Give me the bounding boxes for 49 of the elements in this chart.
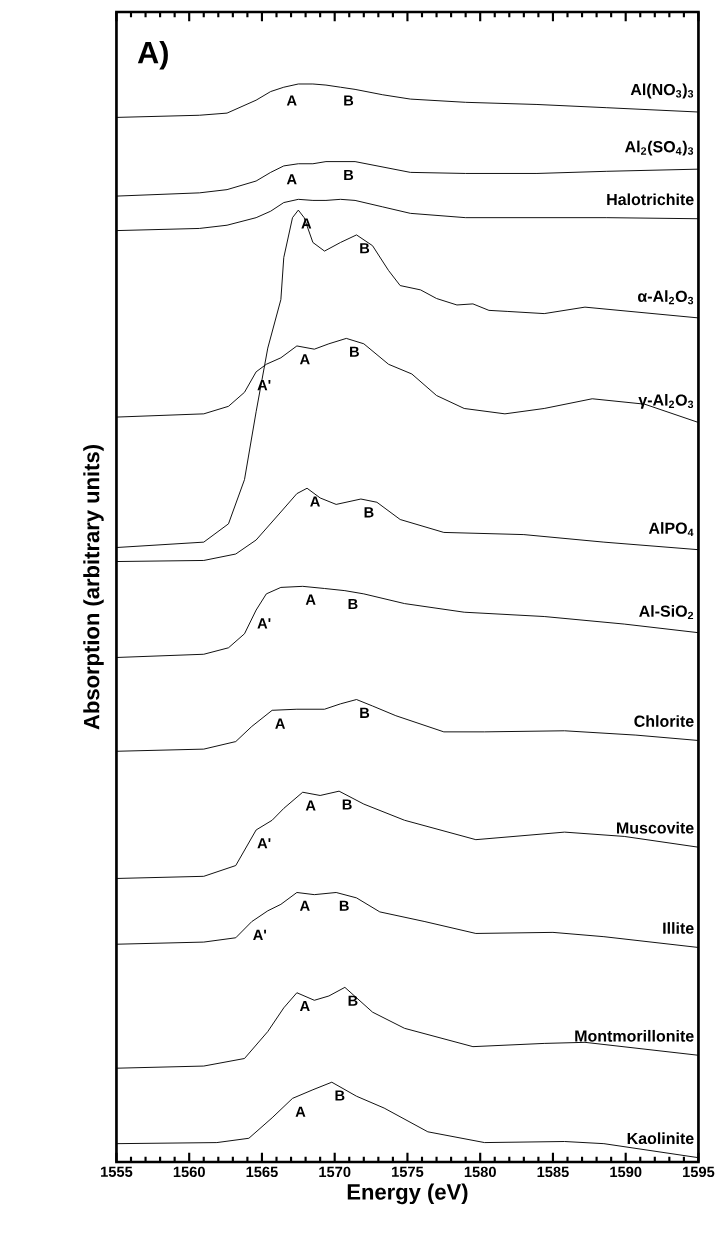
annotation: B	[359, 243, 369, 254]
annotation: B	[343, 95, 353, 106]
annotation: A	[305, 800, 316, 811]
x-tick-label: 1565	[246, 1166, 278, 1178]
x-tick-label: 1575	[391, 1166, 424, 1177]
series-label: Montmorillonite	[575, 1029, 694, 1042]
x-tick-label: 1585	[537, 1166, 569, 1178]
series-label: α-Al$_{2}$O$_{3}$	[637, 290, 693, 305]
annotation: B	[359, 707, 369, 718]
y-axis-title: Absorption (arbitrary units)	[83, 445, 104, 730]
annotation: A	[309, 496, 320, 507]
series-label: γ-Al$_{2}$O$_{3}$	[638, 393, 693, 409]
annotation: B	[349, 346, 359, 357]
series-label: Illite	[663, 922, 694, 934]
series-label: Chlorite	[634, 715, 694, 727]
series-label: Al(NO$_{3}$)$_{3}$	[630, 83, 693, 99]
annotation: A'	[252, 929, 266, 940]
annotation: A'	[257, 838, 271, 849]
x-tick-label: 1555	[100, 1166, 133, 1177]
annotation: B	[335, 1090, 345, 1101]
annotation: A	[295, 1106, 306, 1117]
series-label: AlPO$_{4}$	[648, 522, 694, 537]
annotation: A	[299, 354, 310, 365]
annotation: A	[286, 95, 297, 106]
x-tick-label: 1570	[319, 1166, 351, 1178]
x-tick-label: 1595	[682, 1166, 715, 1178]
series-label: Al-SiO$_{2}$	[638, 605, 693, 620]
series-label: Halotrichite	[607, 193, 694, 206]
annotation: A	[305, 594, 316, 605]
annotation: A	[299, 900, 310, 911]
x-tick-label: 1590	[610, 1166, 642, 1178]
annotation: A	[299, 1001, 310, 1012]
x-axis-title: Energy (eV)	[347, 1183, 468, 1205]
annotation: A'	[257, 380, 271, 391]
annotation: A'	[257, 618, 271, 629]
annotation: A	[286, 174, 297, 185]
series-label: Al$_{2}$(SO$_{4}$)$_{3}$	[624, 140, 693, 156]
annotation: B	[348, 598, 358, 610]
annotation: B	[342, 799, 352, 810]
series-label: Muscovite	[616, 821, 694, 834]
annotation: A	[274, 718, 285, 729]
annotation: B	[348, 995, 358, 1006]
annotation: B	[339, 900, 349, 911]
x-tick-label: 1560	[173, 1166, 205, 1178]
annotation: B	[364, 507, 374, 518]
series-label: Kaolinite	[627, 1132, 694, 1145]
x-tick-label: 1580	[464, 1166, 496, 1178]
text: A)	[137, 40, 168, 70]
annotation: B	[343, 169, 353, 180]
